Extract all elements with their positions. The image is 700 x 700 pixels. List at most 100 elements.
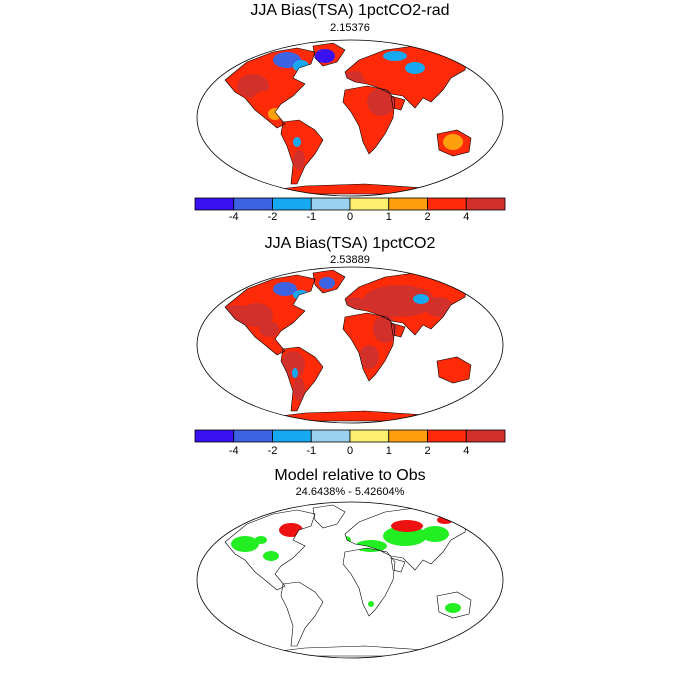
- bias-patch: [292, 368, 298, 378]
- better-patch: [339, 536, 351, 544]
- arabia-outline: [390, 322, 406, 338]
- colorbar-box: [194, 429, 235, 443]
- colorbar-box: [349, 197, 390, 211]
- better-patch: [355, 540, 387, 552]
- antarctica-outline: [254, 645, 454, 657]
- bias-patch: [383, 51, 407, 61]
- better-patch: [342, 589, 348, 595]
- australia-outline: [436, 356, 472, 384]
- bias-patch: [273, 282, 297, 296]
- panel-bias-1pctco2: JJA Bias(TSA) 1pctCO2 2.53889 -4 -2 -1 0 1 2 4: [0, 235, 700, 465]
- colorbar: [194, 197, 506, 211]
- map-subtitle: 24.6438% - 5.42604%: [295, 486, 405, 498]
- colorbar-box: [233, 197, 273, 211]
- bias-patch: [443, 361, 467, 377]
- bias-patch: [271, 337, 283, 349]
- panel-bias-1pctco2-rad: JJA Bias(TSA) 1pctCO2-rad 2.15376 -4 -2 -1…: [0, 0, 700, 230]
- worse-patch: [285, 613, 289, 619]
- colorbar-box: [310, 429, 351, 443]
- bias-patch: [241, 303, 273, 327]
- map-title: JJA Bias(TSA) 1pctCO2: [264, 235, 436, 252]
- data-field: [225, 43, 471, 194]
- colorbar-box: [194, 197, 235, 211]
- greenland-outline: [312, 269, 346, 294]
- colorbar-tick-label: 2: [424, 445, 431, 457]
- colorbar-tick-label: -4: [228, 445, 239, 457]
- colorbar-tick-label: -1: [306, 445, 317, 457]
- colorbar-tick-label: 0: [346, 445, 354, 457]
- colorbar: [194, 429, 506, 443]
- colorbar-box: [272, 429, 312, 443]
- colorbar-tick-label: -4: [228, 211, 239, 223]
- africa-outline: [342, 85, 396, 155]
- australia-outline: [436, 129, 472, 157]
- colorbar-box: [349, 429, 390, 443]
- better-patch: [312, 568, 318, 572]
- colorbar-labels: -4 -2 -1 0 1 2 4: [0, 211, 700, 225]
- colorbar-box: [465, 429, 506, 443]
- colorbar-tick-label: 1: [385, 445, 392, 457]
- better-patch: [421, 526, 449, 542]
- world-map: [196, 39, 504, 197]
- africa-outline: [342, 547, 396, 617]
- colorbar-tick-label: -1: [306, 211, 317, 223]
- better-patch: [255, 536, 267, 544]
- north-america-outline: [224, 274, 316, 356]
- map-border: [196, 266, 504, 424]
- better-patch: [231, 536, 259, 552]
- africa-outline: [342, 312, 396, 382]
- better-patch: [445, 603, 461, 613]
- colorbar-tick-label: -2: [267, 445, 278, 457]
- bias-patch: [421, 68, 449, 88]
- panel-model-relative-to-obs: Model relative to Obs 24.6438% - 5.42604…: [0, 465, 700, 695]
- better-patch: [368, 601, 374, 607]
- colorbar-tick-label: -2: [267, 211, 278, 223]
- greenland-outline: [312, 504, 346, 529]
- bias-patch: [293, 60, 309, 72]
- colorbar-labels: -4 -2 -1 0 1 2 4: [0, 445, 700, 459]
- arabia-outline: [390, 95, 406, 111]
- bias-patch: [253, 91, 277, 109]
- bias-patch: [357, 118, 377, 138]
- colorbar-tick-label: 1: [385, 211, 392, 223]
- bias-patch: [293, 290, 309, 300]
- bias-patch: [281, 351, 305, 379]
- bias-field-base: [225, 270, 471, 421]
- worse-patch: [391, 520, 423, 532]
- south-america-outline: [280, 581, 324, 647]
- colorbar-box: [388, 197, 428, 211]
- australia-outline: [436, 591, 472, 619]
- map-subtitle: 2.15376: [330, 22, 370, 34]
- bias-patch: [367, 88, 395, 116]
- data-field: [225, 270, 471, 421]
- colorbar-box: [427, 429, 467, 443]
- bias-patch: [363, 285, 435, 317]
- better-patch: [383, 526, 427, 546]
- map-border: [196, 39, 504, 197]
- bias-field-base: [225, 43, 471, 194]
- bias-patch: [315, 49, 335, 63]
- colorbar-box: [310, 197, 351, 211]
- colorbar-tick-label: 0: [346, 211, 354, 223]
- colorbar-tick-label: 4: [463, 445, 470, 457]
- worse-patch: [437, 516, 453, 524]
- colorbar-tick-label: 4: [463, 211, 470, 223]
- map-subtitle: 2.53889: [330, 254, 370, 266]
- north-america-outline: [224, 509, 316, 591]
- better-patch: [263, 551, 279, 561]
- colorbar-box: [272, 197, 312, 211]
- colorbar-box: [388, 429, 428, 443]
- bias-patch: [425, 297, 453, 317]
- world-map: [196, 501, 504, 659]
- north-america-outline: [224, 47, 316, 129]
- south-america-outline: [280, 119, 324, 185]
- bias-patch: [405, 62, 425, 74]
- bias-patch: [319, 277, 335, 289]
- bias-patch: [293, 150, 305, 170]
- bias-patch: [293, 377, 305, 401]
- colorbar-box: [465, 197, 506, 211]
- map-title: JJA Bias(TSA) 1pctCO2-rad: [250, 2, 450, 19]
- map-title: Model relative to Obs: [274, 467, 426, 484]
- bias-patch: [359, 345, 379, 369]
- bias-patch: [413, 294, 429, 304]
